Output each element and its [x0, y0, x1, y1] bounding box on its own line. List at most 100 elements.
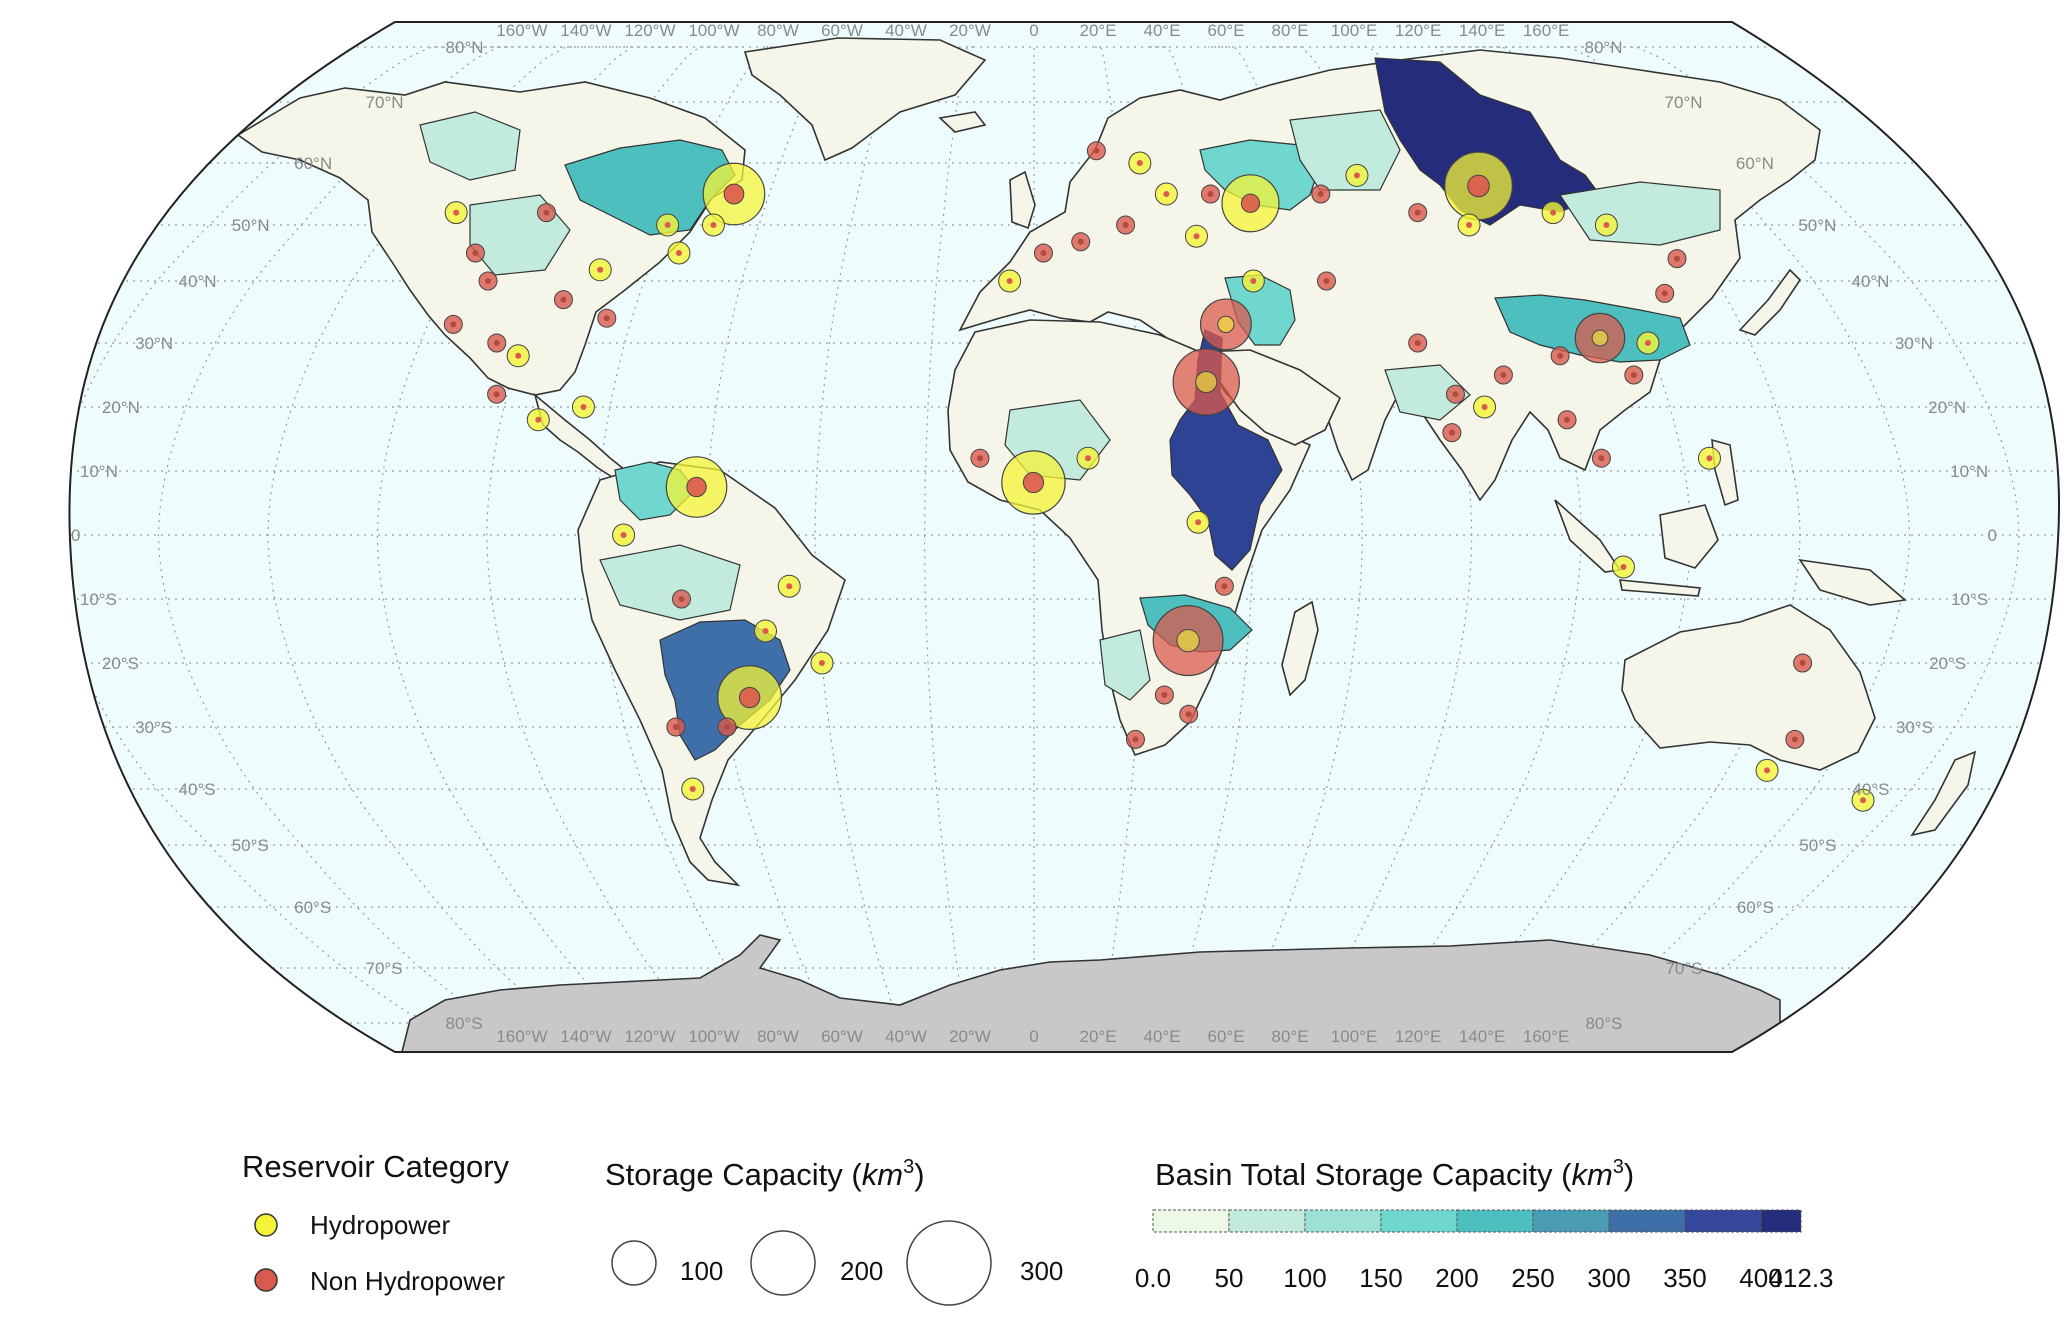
- reservoir-core-marker: [976, 455, 983, 462]
- land-iceland: [938, 111, 987, 133]
- reservoir-core-marker: [535, 416, 542, 423]
- reservoir-core-marker: [515, 352, 522, 359]
- latitude-label: 60°N: [294, 154, 332, 173]
- reservoir-core-marker: [738, 686, 761, 709]
- reservoir-core-marker: [1207, 191, 1214, 197]
- longitude-label: 160°W: [496, 1027, 547, 1046]
- basin-misc-3: [1289, 109, 1401, 191]
- latitude-label: 20°N: [1928, 398, 1966, 417]
- longitude-label: 80°E: [1272, 21, 1309, 40]
- reservoir-core-marker: [1414, 209, 1421, 216]
- reservoir-core-marker: [723, 183, 745, 205]
- latitude-label: 30°S: [1896, 718, 1933, 737]
- latitude-label: 10°S: [1951, 590, 1988, 609]
- basin-misc-5: [599, 544, 741, 621]
- longitude-label: 20°E: [1079, 1027, 1116, 1046]
- longitude-labels-bottom: 160°W 140°W 120°W 100°W 80°W 60°W 40°W 20°W 0 20°…: [496, 1027, 1569, 1046]
- reservoir-core-marker: [786, 583, 793, 590]
- latitude-label: 70°S: [365, 959, 402, 978]
- colorbar-tick-label: 200: [1435, 1263, 1478, 1293]
- reservoir-core-marker: [1132, 736, 1139, 743]
- reservoir-core-marker: [1860, 797, 1867, 804]
- graticule-meridian: [69, 46, 512, 1024]
- longitude-label: 60°E: [1208, 21, 1245, 40]
- reservoir-core-marker: [450, 321, 457, 328]
- colorbar-segment: [1684, 1209, 1762, 1233]
- reservoir-core-marker: [1791, 736, 1798, 743]
- legend-basin-title: Basin Total Storage Capacity (km3): [1155, 1156, 1634, 1192]
- colorbar-tick-label: 300: [1587, 1263, 1630, 1293]
- land-sumatra: [1554, 499, 1622, 573]
- graticule-meridian: [486, 46, 744, 1024]
- reservoir-core-marker: [1195, 370, 1218, 394]
- longitude-label: 60°W: [821, 21, 863, 40]
- reservoir-core-marker: [1353, 172, 1360, 179]
- latitude-label: 20°N: [102, 398, 140, 417]
- longitude-labels-top: 160°W 140°W 120°W 100°W 80°W 60°W 40°W 20°W 0 20°…: [496, 21, 1569, 40]
- basin-colorbar: [1152, 1209, 1802, 1233]
- basin-misc-1: [419, 111, 521, 181]
- legend-reservoir-category: Reservoir Category Hydropower Non Hydrop…: [242, 1149, 510, 1296]
- land-borneo: [1659, 504, 1719, 569]
- longitude-label: 140°E: [1459, 21, 1506, 40]
- reservoir-core-marker: [1564, 416, 1571, 423]
- reservoir-core-marker: [1644, 340, 1651, 346]
- reservoir-core-marker: [543, 209, 550, 216]
- legend-hydropower-swatch: [254, 1213, 278, 1237]
- map-frame: [68, 21, 2060, 1053]
- reservoir-core-marker: [485, 278, 492, 284]
- latitude-label: 70°N: [365, 93, 403, 112]
- longitude-label: 140°E: [1459, 1027, 1506, 1046]
- reservoir-core-marker: [664, 222, 671, 228]
- latitude-label: 10°N: [80, 462, 118, 481]
- latitude-labels: 80°N 80°N 70°N 70°N 60°N 60°N 50°N 50°N 40°N 40°N…: [71, 38, 1997, 1033]
- longitude-label: 40°E: [1144, 21, 1181, 40]
- colorbar-segment: [1152, 1209, 1230, 1233]
- longitude-label: 140°W: [560, 1027, 611, 1046]
- graticule-meridian: [267, 46, 628, 1024]
- land-madagascar: [1281, 600, 1319, 697]
- legend-size-300: [906, 1220, 992, 1306]
- latitude-label: 40°N: [1851, 272, 1889, 291]
- legend-storage-capacity: Storage Capacity (km3) 100 200 300: [605, 1156, 1063, 1306]
- reservoir-core-marker: [493, 391, 500, 398]
- reservoir-core-marker: [493, 340, 500, 346]
- reservoir-core-marker: [1448, 429, 1455, 436]
- longitude-label: 100°W: [688, 21, 739, 40]
- latitude-label: 40°N: [179, 272, 217, 291]
- reservoir-core-marker: [1217, 315, 1235, 334]
- land-antarctica: [398, 934, 1781, 1052]
- reservoir-core-marker: [1163, 191, 1170, 197]
- legend-non-hydropower-swatch: [254, 1268, 278, 1292]
- reservoir-core-marker: [678, 596, 685, 602]
- reservoir-core-marker: [597, 266, 604, 273]
- reservoir-core-marker: [1603, 222, 1610, 228]
- reservoir-core-marker: [1630, 372, 1637, 378]
- land-australia: [1621, 604, 1876, 771]
- colorbar-tick-label: 250: [1511, 1263, 1554, 1293]
- longitude-label: 120°E: [1395, 21, 1442, 40]
- reservoir-core-marker: [1176, 628, 1200, 653]
- longitude-label: 160°E: [1523, 1027, 1570, 1046]
- reservoir-core-marker: [1661, 290, 1668, 297]
- reservoir-core-marker: [672, 724, 679, 730]
- reservoir-core-marker: [1161, 692, 1168, 698]
- reservoir-core-marker: [762, 628, 769, 634]
- reservoir-core-marker: [1122, 222, 1129, 228]
- latitude-label: 80°N: [446, 38, 484, 57]
- reservoir-core-marker: [1500, 372, 1507, 378]
- latitude-label: 30°N: [1895, 334, 1933, 353]
- colorbar-tick-label: 50: [1215, 1263, 1244, 1293]
- reservoir-core-marker: [689, 786, 696, 792]
- latitude-label: 50°N: [1798, 216, 1836, 235]
- colorbar-segment: [1380, 1209, 1458, 1233]
- latitude-label: 20°S: [1929, 654, 1966, 673]
- colorbar-segment: [1532, 1209, 1610, 1233]
- basin-misc-7: [1384, 364, 1471, 421]
- reservoir-core-marker: [1466, 222, 1473, 228]
- latitude-label: 10°S: [80, 590, 117, 609]
- reservoir-core-marker: [453, 209, 460, 216]
- land-new-guinea: [1798, 558, 1907, 606]
